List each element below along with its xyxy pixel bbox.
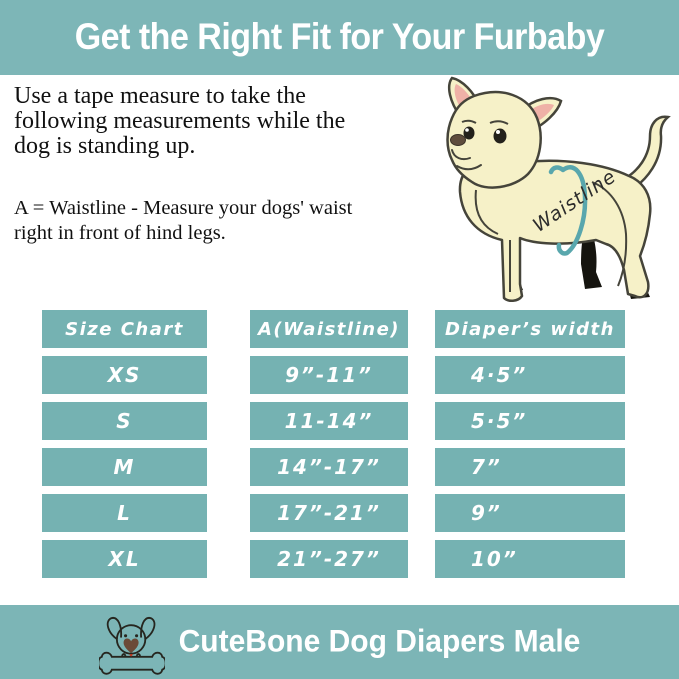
size-cell: XL [42, 540, 207, 578]
measurement-instructions: Use a tape measure to take the following… [14, 84, 444, 159]
header-size-chart: Size Chart [42, 310, 207, 348]
dog-nose [450, 134, 466, 146]
waistline-definition: A = Waistline - Measure your dogs' waist… [14, 196, 444, 246]
diaper-width-cell: 4·5” [435, 356, 625, 394]
dog-body [458, 158, 652, 302]
header-diaper-width: Diaper’s width [435, 310, 625, 348]
footer-brand-bar: CuteBone Dog Diapers Male [0, 605, 679, 679]
dog-leg-lines [474, 181, 628, 292]
cutebone-dog-logo-icon [98, 617, 165, 675]
instruction-line: dog is standing up. [14, 133, 196, 159]
table-row: M 14”-17” 7” [42, 448, 625, 486]
brand-text: CuteBone Dog Diapers Male [178, 624, 581, 659]
waistline-arc [548, 165, 588, 256]
note-line: right in front of hind legs. [14, 222, 226, 244]
dog-head [446, 90, 542, 189]
diaper-width-cell: 5·5” [435, 402, 625, 440]
table-header-row: Size Chart A(Waistline) Diaper’s width [42, 310, 625, 348]
instruction-line: Use a tape measure to take the [14, 83, 306, 109]
size-chart-table: Size Chart A(Waistline) Diaper’s width X… [42, 310, 625, 586]
diaper-width-cell: 7” [435, 448, 625, 486]
waistline-cell: 17”-21” [250, 494, 408, 532]
waistline-cell: 21”-27” [250, 540, 408, 578]
diaper-width-cell: 10” [435, 540, 625, 578]
table-row: L 17”-21” 9” [42, 494, 625, 532]
waistline-cell: 11-14” [250, 402, 408, 440]
waistline-cell: 14”-17” [250, 448, 408, 486]
note-line: A = Waistline - Measure your dogs' waist [14, 197, 353, 219]
table-row: S 11-14” 5·5” [42, 402, 625, 440]
instruction-line: following measurements while the [14, 108, 346, 134]
page-title: Get the Right Fit for Your Furbaby [74, 16, 605, 58]
header-banner: Get the Right Fit for Your Furbaby [0, 0, 679, 75]
table-row: XL 21”-27” 10” [42, 540, 625, 578]
size-cell: M [42, 448, 207, 486]
waistline-cell: 9”-11” [250, 356, 408, 394]
dog-right-eye [493, 128, 507, 144]
table-row: XS 9”-11” 4·5” [42, 356, 625, 394]
size-cell: L [42, 494, 207, 532]
chihuahua-illustration: Waistline [446, 76, 671, 302]
dog-right-eye-glint [496, 130, 500, 134]
header-waistline: A(Waistline) [250, 310, 408, 348]
dog-left-eye-glint [465, 128, 469, 132]
diaper-width-cell: 9” [435, 494, 625, 532]
size-cell: XS [42, 356, 207, 394]
dog-mouth [451, 149, 482, 171]
size-cell: S [42, 402, 207, 440]
dog-brows [461, 119, 509, 125]
